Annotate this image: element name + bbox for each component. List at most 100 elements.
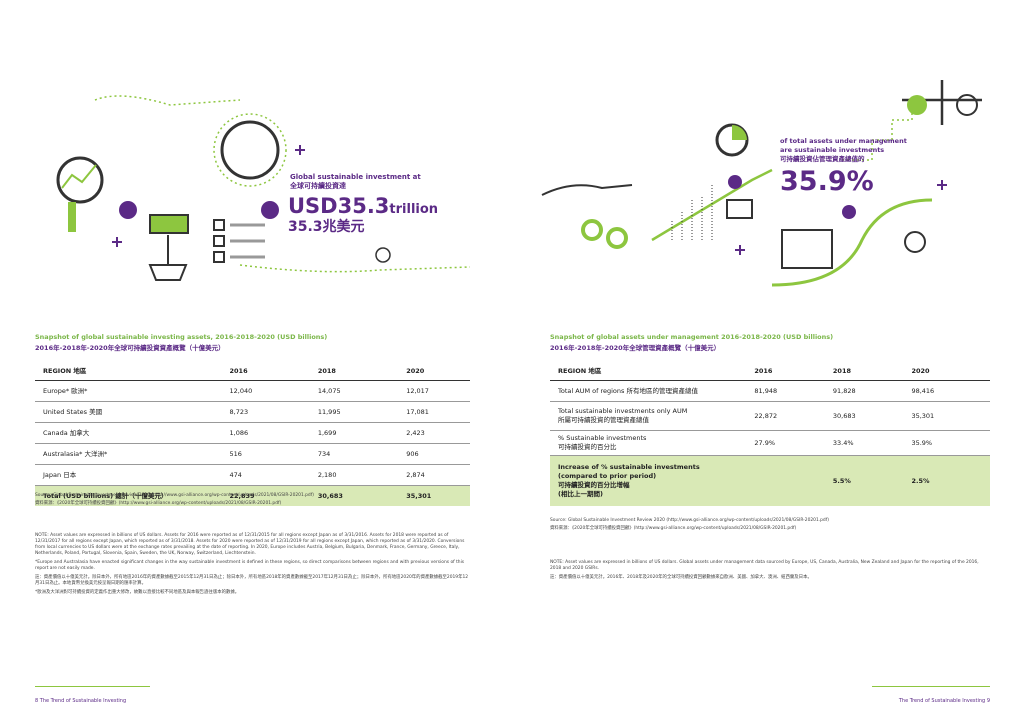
cell: 2.5% [911, 476, 930, 485]
cell: 2,423 [406, 428, 425, 437]
source: Source: Global Sustainable Investment Re… [550, 518, 990, 534]
note: 註：資產價值以十億美元計。除日本外，所有地區2016年的資產數據截至2015年1… [35, 575, 469, 586]
header-row: REGION 地區 2016 2018 2020 [35, 362, 470, 381]
cell: Total (USD billions) 總計（十億美元） [43, 491, 168, 500]
footer-rule [35, 686, 150, 687]
source-line: Source: Global Sustainable Investment Re… [35, 493, 314, 498]
cell: 33.4% [832, 438, 854, 447]
table-row: Total sustainable investments only AUM 所… [550, 402, 990, 431]
cell: 12,017 [406, 386, 429, 395]
title-en: Snapshot of global sustainable investing… [35, 333, 328, 341]
footer: The Trend of Sustainable Investing 9 [898, 698, 990, 704]
note: 註：資產價值以十億美元計。2016年、2018年及2020年的全球可持續投資回顧… [550, 575, 812, 580]
amount-zh: 35.3兆美元 [288, 219, 365, 235]
cell: 11,995 [317, 407, 341, 416]
source-line: 資料來源：《2020年全球可持續投資回顧》(http://www.gsi-all… [35, 501, 282, 506]
cell: 2,180 [317, 470, 337, 479]
cell: 35.9% [911, 438, 933, 447]
hero-percent: 35.9% [780, 166, 874, 197]
cell: 8,723 [229, 407, 249, 416]
note: *歐洲及大洋洲對可持續投資的定義作出重大修改，故難以直接比較不同地區及與本報告過… [35, 590, 240, 595]
hero-line: are sustainable investments [780, 146, 885, 154]
cell: 91,828 [832, 386, 856, 395]
title-zh: 2016年-2018年-2020年全球管理資產概覽（十億美元） [550, 344, 721, 352]
cell: Total AUM of regions 所有地區的管理資產總值 [558, 386, 698, 395]
cell: 27.9% [754, 438, 776, 447]
cell: Europe* 歐洲* [43, 386, 88, 395]
cell: 98,416 [911, 386, 935, 395]
cell: Japan 日本 [43, 470, 77, 479]
right-page: of total assets under management are sus… [512, 0, 1024, 724]
cell: 30,683 [317, 491, 343, 500]
cell: 30,683 [832, 411, 856, 420]
cell: 734 [317, 449, 331, 458]
left-page: Global sustainable investment at 全球可持續投資… [35, 95, 471, 704]
table-row: United States 美國 8,723 11,995 17,081 [35, 402, 470, 423]
cell: 35,301 [406, 491, 432, 500]
header-row: REGION 地區 2016 2018 2020 [550, 362, 990, 381]
cell: 14,075 [317, 386, 341, 395]
cell: % Sustainable investments 可持續投資的百分比 [558, 434, 647, 451]
cell: 474 [229, 470, 242, 479]
hero-line: 全球可持續投資達 [290, 182, 346, 190]
cell: 1,699 [317, 428, 337, 437]
cell: United States 美國 [43, 407, 103, 416]
cell: 2018 [317, 366, 336, 375]
amount: USD35.3 [288, 194, 390, 218]
hero-line: of total assets under management [780, 137, 907, 145]
table-row: Australasia* 大洋洲* 516 734 906 [35, 444, 470, 465]
cell: 2,874 [406, 470, 425, 479]
cell: 17,081 [406, 407, 429, 416]
cell: 5.5% [832, 476, 851, 485]
table-row: Japan 日本 474 2,180 2,874 [35, 465, 470, 486]
cell: 35,301 [911, 411, 935, 420]
total-row: Increase of % sustainable investments (c… [550, 456, 990, 506]
left-illustration [56, 95, 471, 281]
notes: NOTE: Asset values are expressed in bill… [35, 533, 470, 599]
hero-line: 可持續投資佔管理資產總值的 [780, 155, 865, 163]
cell: 2016 [754, 366, 773, 375]
cell: 81,948 [754, 386, 778, 395]
hero-amount: USD35.3trillion 35.3兆美元 [288, 194, 438, 236]
source: Source: Global Sustainable Investment Re… [35, 493, 470, 509]
aum-table: REGION 地區 2016 2018 2020 Total AUM of region… [550, 362, 990, 506]
cell: 906 [406, 449, 419, 458]
cell: 2018 [832, 366, 851, 375]
footer-rule [872, 686, 990, 687]
notes: NOTE: Asset values are expressed in bill… [550, 560, 990, 584]
note: NOTE: Asset values are expressed in bill… [35, 533, 465, 556]
cell: Canada 加拿大 [43, 428, 90, 437]
cell: Increase of % sustainable investments (c… [558, 463, 700, 498]
cell: Australasia* 大洋洲* [43, 449, 108, 458]
note: NOTE: Asset values are expressed in bill… [550, 560, 979, 571]
table-row: % Sustainable investments 可持續投資的百分比 27.9%… [550, 431, 990, 456]
cell: REGION 地區 [43, 366, 87, 375]
cell: 2020 [911, 366, 930, 375]
cell: 22,872 [754, 411, 778, 420]
source-line: Source: Global Sustainable Investment Re… [550, 518, 829, 523]
cell: 1,086 [229, 428, 249, 437]
assets-table: REGION 地區 2016 2018 2020 Europe* 歐洲* 12,040 14… [35, 362, 470, 506]
total-row: Total (USD billions) 總計（十億美元） 22,839 30,68… [35, 486, 470, 506]
cell: 2020 [406, 366, 425, 375]
cell: Total sustainable investments only AUM 所… [558, 407, 688, 424]
table-row: Europe* 歐洲* 12,040 14,075 12,017 [35, 381, 470, 402]
title-zh: 2016年-2018年-2020年全球可持續投資資產概覽（十億美元） [35, 344, 225, 352]
table-row: Canada 加拿大 1,086 1,699 2,423 [35, 423, 470, 444]
hero-caption: Global sustainable investment at 全球可持續投資… [290, 173, 421, 191]
cell: 12,040 [229, 386, 253, 395]
right-illustration [541, 80, 982, 287]
table-title: Snapshot of global assets under manageme… [550, 332, 833, 354]
hero-line: Global sustainable investment at [290, 173, 421, 181]
table-row: Total AUM of regions 所有地區的管理資產總值 81,948 91… [550, 381, 990, 402]
unit: trillion [389, 202, 439, 217]
cell: 22,839 [229, 491, 255, 500]
title-en: Snapshot of global assets under manageme… [550, 333, 834, 341]
cell: REGION 地區 [558, 366, 602, 375]
cell: 2016 [229, 366, 248, 375]
cell: 516 [229, 449, 242, 458]
note: *Europe and Australasia have enacted sig… [35, 560, 465, 571]
table-title: Snapshot of global sustainable investing… [35, 332, 327, 354]
footer: 8 The Trend of Sustainable Investing [35, 698, 127, 704]
